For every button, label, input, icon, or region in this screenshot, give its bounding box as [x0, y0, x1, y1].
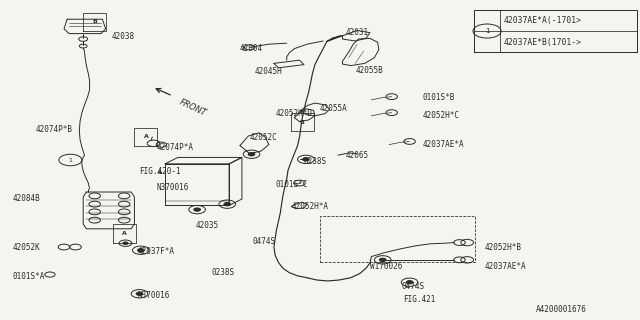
Text: 42037F*A: 42037F*A — [138, 247, 175, 256]
Text: 1: 1 — [484, 28, 490, 34]
Circle shape — [303, 158, 309, 161]
Text: 0474S: 0474S — [253, 237, 276, 246]
Text: 42035: 42035 — [195, 221, 218, 230]
Text: 42052K: 42052K — [13, 244, 40, 252]
Text: A4200001676: A4200001676 — [536, 305, 587, 314]
Text: 42004: 42004 — [240, 44, 263, 53]
Text: B: B — [92, 19, 97, 24]
Text: 42052H*D: 42052H*D — [275, 109, 312, 118]
Text: 0101S*B: 0101S*B — [422, 93, 455, 102]
Text: B: B — [300, 120, 305, 125]
Text: 1: 1 — [68, 157, 72, 163]
Circle shape — [194, 208, 200, 211]
Text: 42045H: 42045H — [255, 67, 282, 76]
Circle shape — [123, 242, 128, 244]
Text: 42037AE*A: 42037AE*A — [485, 262, 527, 271]
Text: 42038: 42038 — [112, 32, 135, 41]
Text: 42084B: 42084B — [13, 194, 40, 203]
Text: A: A — [143, 134, 148, 140]
Text: 42052H*B: 42052H*B — [485, 243, 522, 252]
Text: 42055A: 42055A — [320, 104, 348, 113]
Text: 42055B: 42055B — [355, 66, 383, 75]
Text: 42037AE*B(1701->: 42037AE*B(1701-> — [504, 38, 582, 47]
Text: 42065: 42065 — [346, 151, 369, 160]
Text: 0474S: 0474S — [402, 282, 425, 291]
Circle shape — [380, 258, 386, 261]
Text: 42052H*C: 42052H*C — [422, 111, 460, 120]
Text: 42074P*B: 42074P*B — [35, 125, 72, 134]
Text: FIG.421: FIG.421 — [403, 295, 436, 304]
Text: 42052H*A: 42052H*A — [291, 202, 328, 211]
Text: FIG.420-1: FIG.420-1 — [140, 167, 181, 176]
Text: 42031: 42031 — [346, 28, 369, 36]
Text: 0238S: 0238S — [304, 157, 327, 166]
Text: 42037AE*A: 42037AE*A — [422, 140, 464, 149]
Text: 0238S: 0238S — [211, 268, 234, 277]
Circle shape — [406, 281, 413, 284]
Text: N370016: N370016 — [157, 183, 189, 192]
Text: 42037AE*A(-1701>: 42037AE*A(-1701> — [504, 16, 582, 25]
Circle shape — [224, 203, 230, 206]
Text: N370016: N370016 — [138, 292, 170, 300]
Text: W170026: W170026 — [370, 262, 403, 271]
Circle shape — [248, 153, 255, 156]
Circle shape — [138, 249, 144, 252]
Text: 42074P*A: 42074P*A — [157, 143, 194, 152]
Text: A: A — [122, 231, 127, 236]
Circle shape — [136, 292, 143, 295]
Text: FRONT: FRONT — [178, 98, 208, 118]
Text: 42052C: 42052C — [250, 133, 277, 142]
Text: 0101S*C: 0101S*C — [275, 180, 308, 188]
Text: 0101S*A: 0101S*A — [13, 272, 45, 281]
